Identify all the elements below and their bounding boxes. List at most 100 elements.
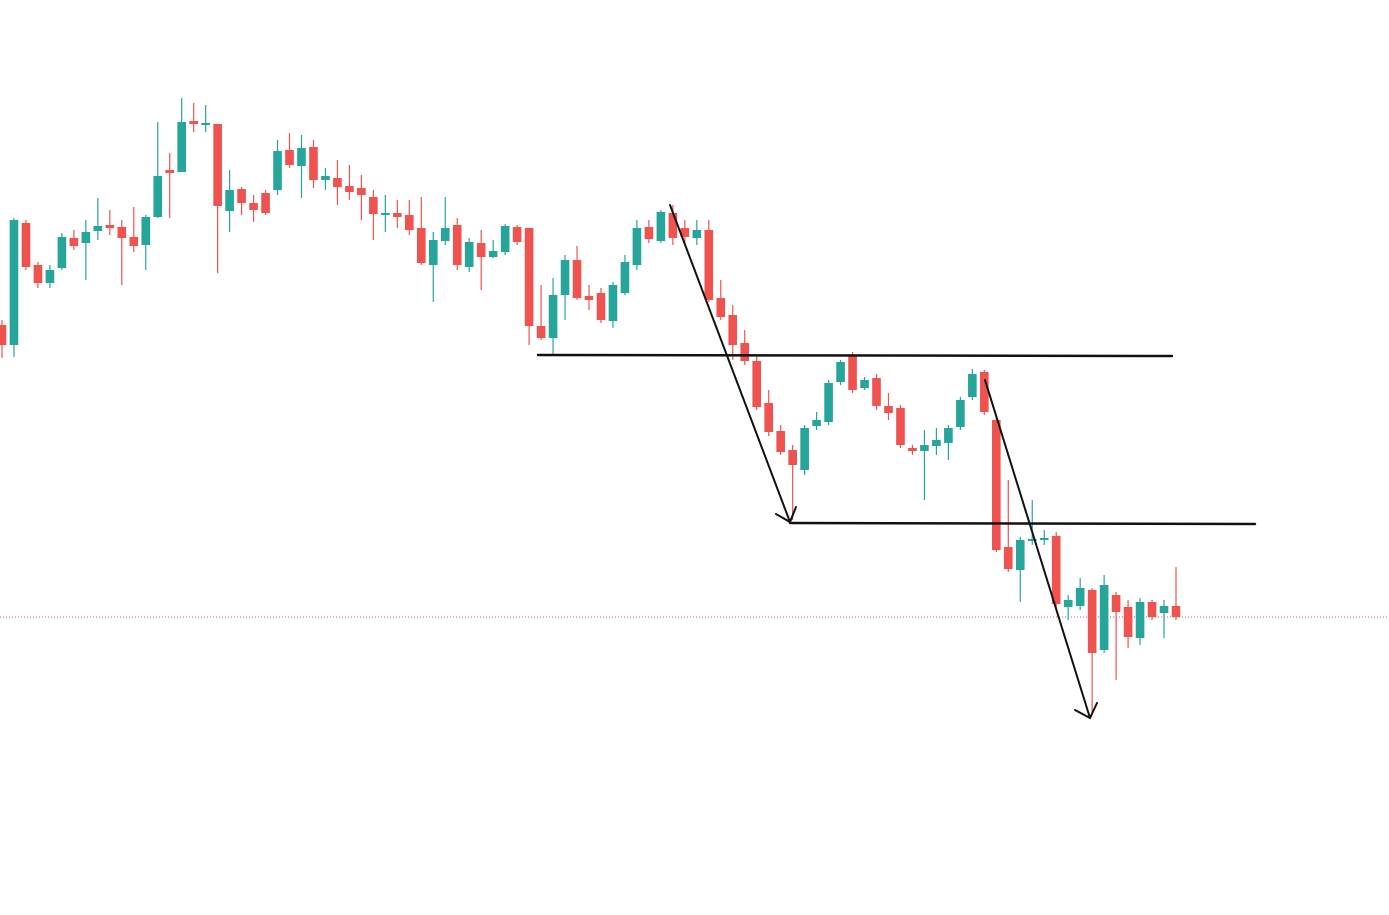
candle-body bbox=[1075, 588, 1085, 606]
candle-body bbox=[189, 121, 198, 124]
candle-body bbox=[512, 227, 522, 242]
candle-body bbox=[524, 228, 534, 326]
candle-body bbox=[285, 150, 294, 165]
candle-body bbox=[872, 378, 881, 406]
candle-body bbox=[776, 431, 785, 452]
candle-body bbox=[201, 123, 210, 125]
candle-body bbox=[357, 188, 366, 195]
candle-body bbox=[1003, 547, 1013, 569]
candle-body bbox=[69, 238, 79, 246]
candle-body bbox=[644, 227, 654, 239]
candle-body bbox=[704, 230, 714, 300]
candle-body bbox=[584, 296, 594, 300]
candle-body bbox=[129, 237, 139, 246]
candle-body bbox=[153, 176, 163, 217]
candle-body bbox=[500, 226, 510, 252]
candle-body bbox=[452, 225, 462, 265]
candle-body bbox=[980, 372, 989, 412]
candle-body bbox=[237, 189, 246, 203]
candle-body bbox=[440, 228, 450, 241]
candle-body bbox=[81, 232, 91, 243]
candle-body bbox=[225, 190, 234, 211]
candle-body bbox=[1159, 606, 1169, 613]
candle-body bbox=[668, 213, 678, 238]
candle-body bbox=[920, 445, 929, 451]
candles bbox=[0, 98, 1389, 715]
candle-body bbox=[45, 270, 55, 283]
candle-body bbox=[9, 220, 19, 345]
candle-body bbox=[956, 400, 965, 427]
drawings bbox=[536, 204, 1257, 720]
candle-body bbox=[21, 223, 31, 267]
candle-body bbox=[908, 448, 917, 451]
candle-body bbox=[1147, 602, 1157, 617]
candle-body bbox=[596, 293, 606, 320]
candle-body bbox=[117, 227, 127, 238]
support-line bbox=[788, 521, 1257, 526]
candle-body bbox=[896, 408, 905, 445]
candle-body bbox=[728, 315, 738, 345]
candle-body bbox=[33, 265, 43, 283]
candle-body bbox=[620, 262, 630, 293]
candle-body bbox=[991, 420, 1001, 550]
candle-body bbox=[261, 193, 270, 213]
candle-body bbox=[404, 215, 414, 230]
candle-body bbox=[1171, 606, 1181, 617]
candle-body bbox=[836, 362, 845, 382]
candle-body bbox=[165, 170, 175, 173]
candle-body bbox=[752, 361, 762, 407]
candle-body bbox=[860, 380, 869, 388]
candle-body bbox=[800, 428, 809, 470]
candle-body bbox=[1111, 595, 1121, 612]
candle-body bbox=[345, 186, 354, 192]
candle-body bbox=[249, 203, 258, 210]
trend-arrow bbox=[669, 204, 791, 523]
resistance-line bbox=[536, 353, 1174, 358]
candle-body bbox=[656, 212, 666, 241]
candle-body bbox=[1087, 590, 1097, 653]
candle-body bbox=[548, 295, 558, 338]
candle-body bbox=[1063, 600, 1073, 607]
candle-body bbox=[716, 298, 726, 317]
candle-body bbox=[692, 230, 702, 238]
candle-body bbox=[141, 217, 151, 245]
candle-body bbox=[416, 228, 426, 263]
candle-body bbox=[812, 420, 821, 426]
arrow-head bbox=[775, 506, 797, 524]
candle-body bbox=[1051, 536, 1061, 604]
candle-body bbox=[932, 440, 941, 446]
candle-body bbox=[848, 355, 857, 390]
candle-body bbox=[944, 428, 953, 443]
candle-body bbox=[57, 237, 67, 268]
candle-body bbox=[764, 403, 774, 432]
candle-body bbox=[572, 260, 582, 298]
candle-body bbox=[560, 260, 570, 295]
candle-body bbox=[428, 240, 438, 265]
candle-body bbox=[1135, 602, 1145, 638]
candle-body bbox=[968, 374, 977, 397]
candle-body bbox=[536, 326, 546, 338]
candle-body bbox=[488, 251, 498, 257]
candle-body bbox=[884, 406, 893, 413]
candle-body bbox=[680, 228, 690, 237]
candle-body bbox=[1099, 585, 1109, 650]
candle-body bbox=[464, 242, 474, 267]
candle-body bbox=[321, 176, 330, 180]
candle-body bbox=[740, 343, 750, 361]
candle-body bbox=[93, 226, 103, 231]
candle-body bbox=[1027, 539, 1037, 541]
candle-body bbox=[309, 147, 318, 180]
candle-body bbox=[1039, 538, 1049, 540]
candle-body bbox=[381, 213, 390, 215]
candle-body bbox=[1123, 607, 1133, 637]
candle-body bbox=[608, 285, 618, 321]
arrow-head bbox=[1074, 702, 1098, 720]
candle-body bbox=[297, 148, 306, 166]
candle-body bbox=[476, 243, 486, 257]
candle-body bbox=[333, 178, 342, 187]
candle-body bbox=[0, 325, 7, 345]
candle-body bbox=[632, 228, 642, 265]
candle-body bbox=[273, 151, 282, 190]
